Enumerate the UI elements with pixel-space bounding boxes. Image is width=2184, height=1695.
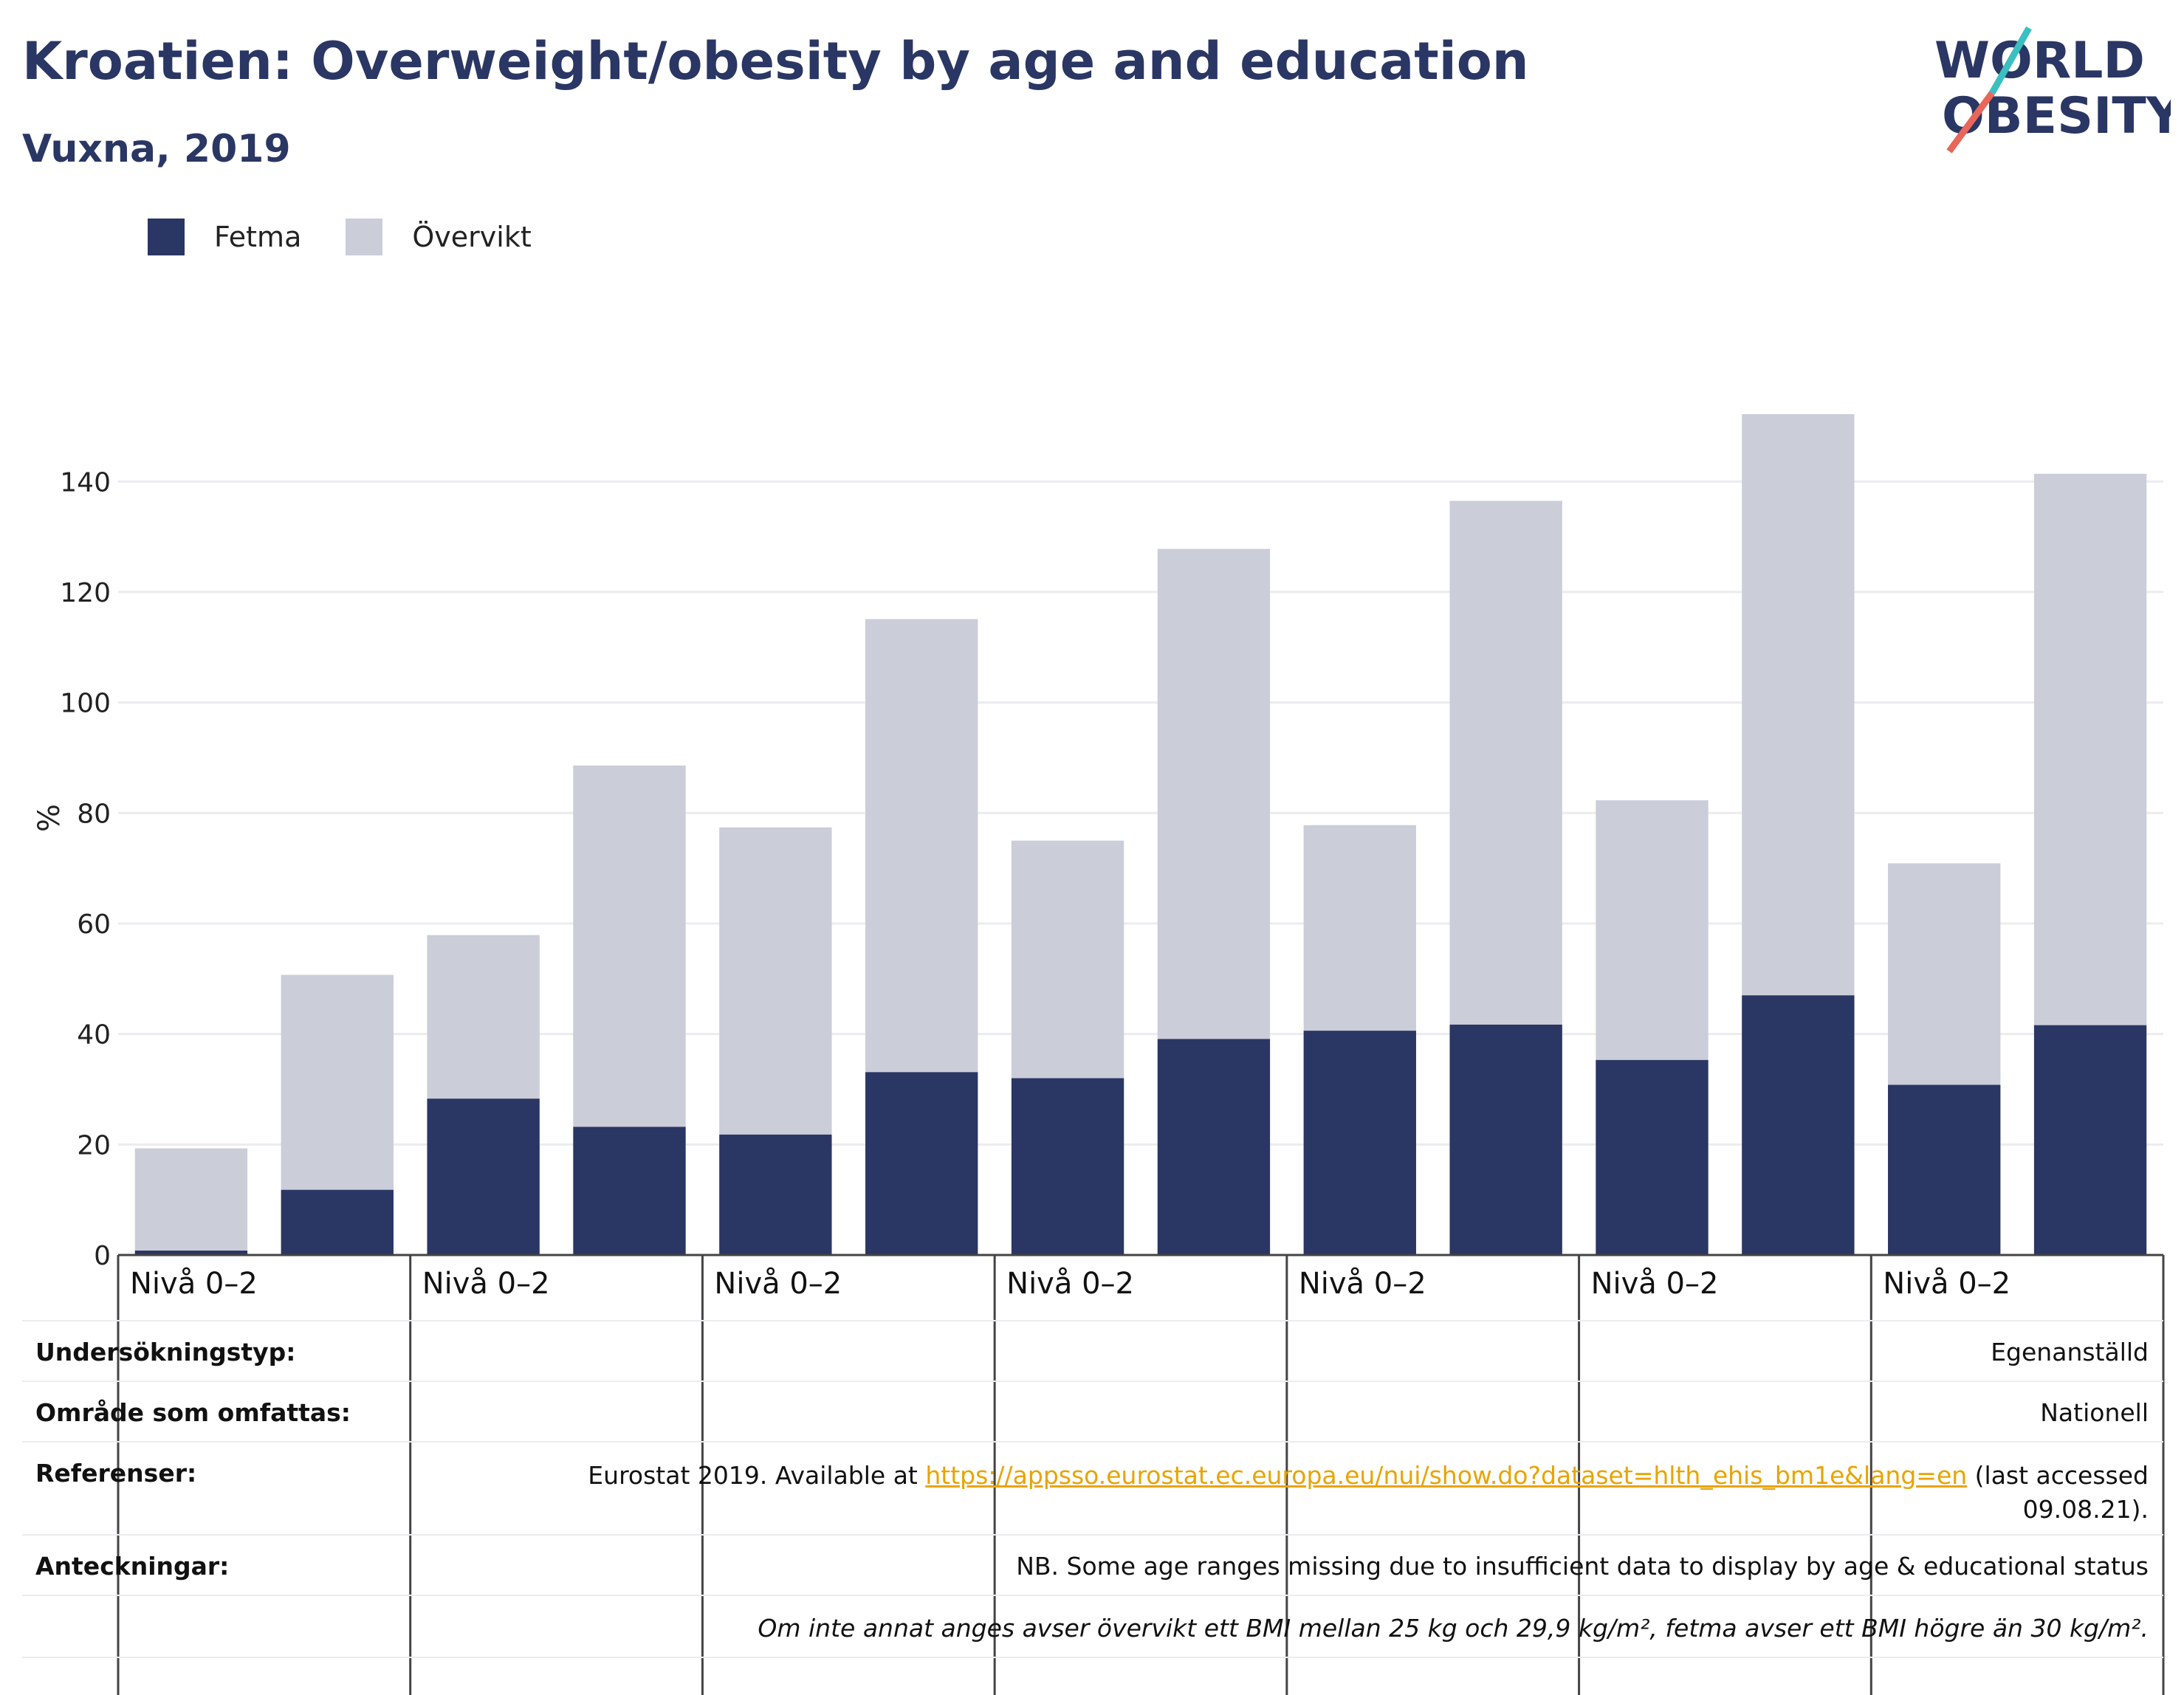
x-group-label: Nivå 0–2 xyxy=(1006,1267,1134,1301)
footer-divider xyxy=(22,1381,2163,1382)
bar-overvikt xyxy=(1742,413,1855,996)
area-label: Område som omfattas: xyxy=(35,1398,351,1427)
bar-overvikt xyxy=(1011,840,1124,1079)
bar-fetma xyxy=(719,1134,832,1255)
x-group-label: Nivå 0–2 xyxy=(714,1267,842,1301)
logo-slash-teal xyxy=(1989,26,2032,95)
footer-divider xyxy=(22,1657,2163,1658)
y-tick-label: 120 xyxy=(60,578,111,608)
notes-label: Anteckningar: xyxy=(35,1552,230,1581)
legend-label-overvikt: Övervikt xyxy=(412,221,532,253)
notes-value: NB. Some age ranges missing due to insuf… xyxy=(1016,1552,2149,1581)
bar-fetma xyxy=(1596,1059,1709,1255)
footer-row-references: Referenser: Eurostat 2019. Available at … xyxy=(22,1459,2156,1540)
logo-line2: OBESITY xyxy=(1942,87,2171,145)
world-obesity-logo: WORLD OBESITY xyxy=(1934,26,2171,154)
references-prefix: Eurostat 2019. Available at xyxy=(588,1461,926,1490)
footer-divider xyxy=(22,1441,2163,1443)
y-tick-label: 40 xyxy=(77,1020,111,1051)
references-link[interactable]: https://appsso.eurostat.ec.europa.eu/nui… xyxy=(925,1461,1968,1490)
survey-type-value: Egenanställd xyxy=(1991,1338,2149,1366)
bar-fetma xyxy=(1742,995,1855,1255)
bar-overvikt xyxy=(1596,800,1709,1060)
bar-fetma xyxy=(281,1189,394,1255)
references-date: 09.08.21). xyxy=(2022,1495,2149,1524)
bar-fetma xyxy=(865,1072,978,1255)
y-tick-label: 60 xyxy=(77,910,111,940)
definition-note: Om inte annat anges avser övervikt ett B… xyxy=(758,1614,2149,1643)
bar-overvikt xyxy=(2033,473,2147,1025)
bar-fetma xyxy=(1888,1084,2001,1255)
footer-divider xyxy=(22,1320,2163,1321)
y-tick-label: 80 xyxy=(77,799,111,829)
references-value: Eurostat 2019. Available at https://apps… xyxy=(588,1459,2149,1527)
bar-overvikt xyxy=(1888,863,2001,1085)
chart-legend: Fetma Övervikt xyxy=(148,219,576,255)
y-tick-label: 100 xyxy=(60,689,111,719)
legend-item-fetma[interactable]: Fetma xyxy=(148,219,301,255)
logo-line1: WORLD xyxy=(1934,32,2145,90)
legend-swatch-overvikt xyxy=(346,219,383,255)
legend-label-fetma: Fetma xyxy=(214,221,302,253)
chart-title: Kroatien: Overweight/obesity by age and … xyxy=(22,31,1529,92)
bar-fetma xyxy=(134,1251,248,1255)
bar-fetma xyxy=(1157,1039,1271,1255)
y-tick-label: 140 xyxy=(60,467,111,498)
bar-overvikt xyxy=(1303,825,1416,1031)
references-label: Referenser: xyxy=(35,1459,197,1488)
x-group-label: Nivå 0–2 xyxy=(1591,1267,1719,1301)
bar-overvikt xyxy=(427,935,540,1099)
chart-subtitle: Vuxna, 2019 xyxy=(22,127,291,171)
footer-divider xyxy=(22,1595,2163,1596)
survey-type-label: Undersökningstyp: xyxy=(35,1338,296,1366)
y-tick-label: 0 xyxy=(94,1241,111,1271)
legend-item-overvikt[interactable]: Övervikt xyxy=(346,219,532,255)
x-group-label: Nivå 0–2 xyxy=(1299,1267,1426,1301)
footer-divider xyxy=(22,1534,2163,1536)
bar-overvikt xyxy=(281,974,394,1190)
bar-fetma xyxy=(2033,1025,2147,1255)
bar-fetma xyxy=(1449,1024,1562,1255)
x-group-label: Nivå 0–2 xyxy=(1883,1267,2010,1301)
bar-overvikt xyxy=(865,619,978,1073)
bar-fetma xyxy=(573,1127,686,1255)
bar-overvikt xyxy=(1157,549,1271,1039)
legend-swatch-fetma xyxy=(148,219,185,255)
bar-fetma xyxy=(1303,1031,1416,1255)
bar-overvikt xyxy=(134,1148,248,1251)
y-axis-label: % xyxy=(32,804,66,832)
bar-fetma xyxy=(427,1099,540,1255)
bar-fetma xyxy=(1011,1078,1124,1255)
bar-overvikt xyxy=(719,827,832,1135)
x-group-label: Nivå 0–2 xyxy=(130,1267,258,1301)
bar-overvikt xyxy=(1449,501,1562,1025)
logo-slash-red xyxy=(1946,91,1995,154)
x-group-label: Nivå 0–2 xyxy=(422,1267,550,1301)
area-value: Nationell xyxy=(2040,1398,2149,1427)
y-tick-label: 20 xyxy=(77,1130,111,1161)
bar-overvikt xyxy=(573,765,686,1127)
references-suffix: (last accessed xyxy=(1967,1461,2149,1490)
